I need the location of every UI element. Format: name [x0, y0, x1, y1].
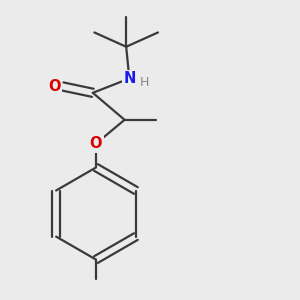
Text: H: H [140, 76, 149, 89]
Text: N: N [123, 71, 136, 86]
Text: O: O [90, 136, 102, 151]
Text: O: O [48, 79, 61, 94]
